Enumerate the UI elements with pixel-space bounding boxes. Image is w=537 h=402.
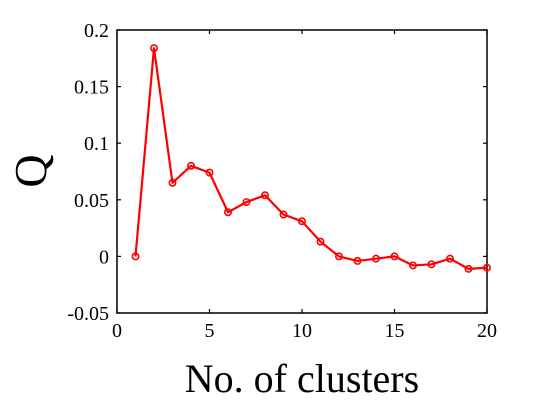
y-tick-label: 0.1 xyxy=(84,133,109,155)
data-point xyxy=(390,252,399,261)
data-point xyxy=(260,191,269,200)
plot-area xyxy=(116,29,488,314)
data-point xyxy=(464,264,473,273)
data-point xyxy=(371,254,380,263)
data-point xyxy=(150,44,159,53)
data-point xyxy=(427,260,436,269)
y-tick-label: 0 xyxy=(99,246,109,268)
x-tick-label: 0 xyxy=(112,320,122,342)
data-point xyxy=(131,252,140,261)
x-tick-label: 15 xyxy=(385,320,405,342)
data-point xyxy=(445,254,454,263)
x-tick-label: 5 xyxy=(205,320,215,342)
data-point xyxy=(168,178,177,187)
data-point xyxy=(224,208,233,217)
y-tick-label: 0.2 xyxy=(84,20,109,42)
data-point xyxy=(334,252,343,261)
data-point xyxy=(408,261,417,270)
data-point xyxy=(353,256,362,265)
y-axis-title: Q xyxy=(5,154,56,187)
y-tick-label: 0.15 xyxy=(74,77,109,99)
data-point xyxy=(482,263,491,272)
data-point xyxy=(279,210,288,219)
data-point xyxy=(316,237,325,246)
data-point xyxy=(205,168,214,177)
data-point xyxy=(242,198,251,207)
data-point xyxy=(187,161,196,170)
data-point xyxy=(297,217,306,226)
axis-ticks xyxy=(116,29,488,314)
x-tick-label: 20 xyxy=(477,320,497,342)
x-tick-label: 10 xyxy=(292,320,312,342)
y-tick-label: 0.05 xyxy=(74,190,109,212)
x-axis-title: No. of clusters xyxy=(185,356,419,401)
y-tick-label: -0.05 xyxy=(67,303,109,325)
series-layer xyxy=(131,44,491,273)
